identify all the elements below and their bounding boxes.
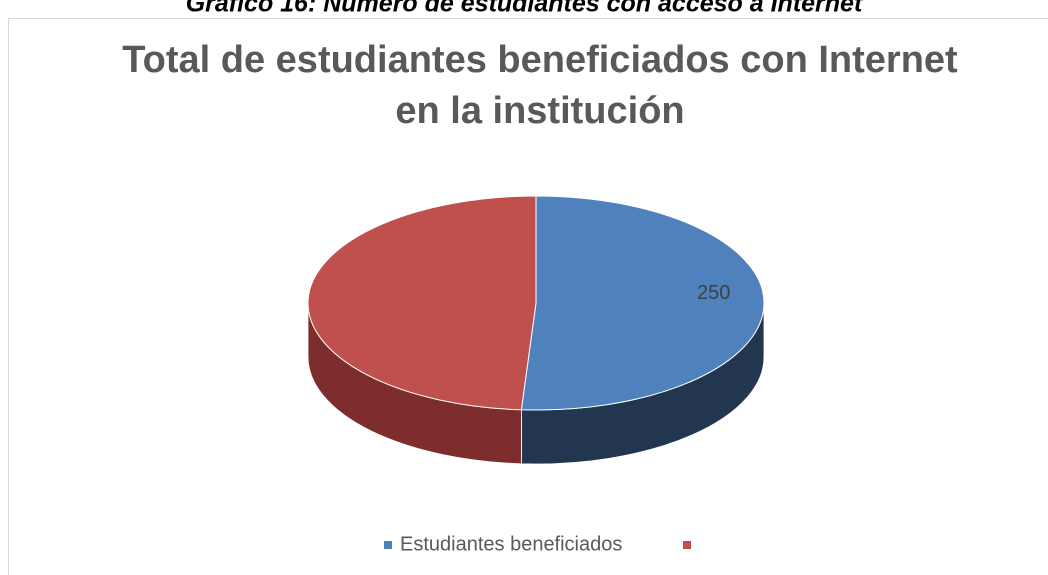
data-label: 250: [697, 282, 730, 304]
legend-swatch: [384, 541, 392, 549]
slice: [307, 195, 537, 411]
chart-title: en la institución: [395, 90, 684, 132]
pie: 250: [307, 195, 765, 465]
legend-swatch: [683, 541, 691, 549]
legend-label: Estudiantes beneficiados: [400, 533, 622, 555]
chart-title: Total de estudiantes beneficiados con In…: [122, 39, 958, 81]
caption: Gráfico 16: Número de estudiantes con ac…: [186, 0, 864, 18]
slice: [520, 195, 765, 411]
legend: Estudiantes beneficiados: [384, 533, 691, 555]
